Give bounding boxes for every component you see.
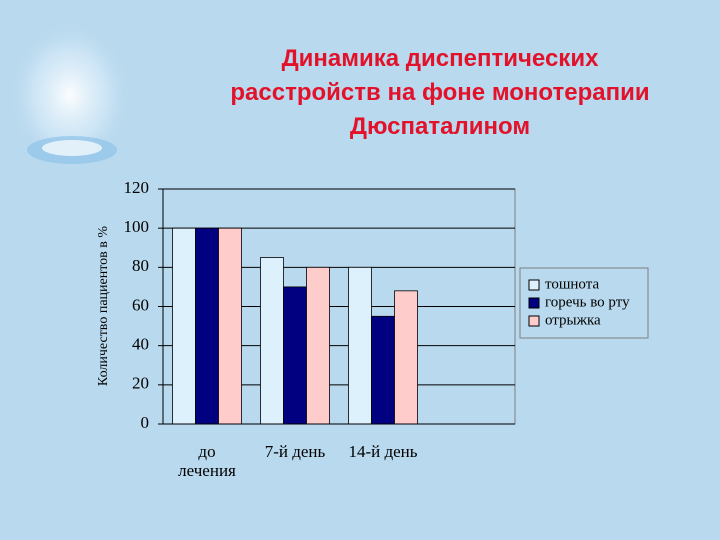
legend-label: горечь во рту	[545, 294, 630, 310]
legend-swatch	[528, 279, 540, 291]
y-tick-label: 80	[132, 256, 149, 275]
x-tick-label: 14-й день	[348, 442, 418, 461]
bar	[306, 266, 330, 425]
title: Динамика диспептических расстройств на ф…	[230, 45, 650, 140]
legend-swatch	[528, 315, 540, 327]
decoration	[8, 20, 132, 170]
y-tick-label: 100	[124, 217, 150, 236]
y-tick-label: 120	[124, 178, 150, 197]
bar	[283, 286, 307, 425]
legend-label: тошнота	[545, 276, 599, 292]
legend-label: отрыжка	[545, 312, 601, 328]
y-tick-label: 20	[132, 374, 149, 393]
bar	[260, 257, 284, 425]
bar	[172, 227, 196, 425]
y-tick-label: 40	[132, 335, 149, 354]
y-axis-label: Количество пациентов в %	[96, 226, 111, 386]
bar	[394, 290, 418, 425]
y-tick-label: 0	[141, 413, 150, 432]
legend-swatch	[528, 297, 540, 309]
bar	[218, 227, 242, 425]
legend: тошнота горечь во рту отрыжка	[519, 267, 649, 339]
bar	[371, 315, 395, 425]
x-tick-label: 7-й день	[264, 442, 326, 461]
bar	[348, 266, 372, 425]
x-tick-label: до лечения	[178, 442, 236, 480]
bar	[195, 227, 219, 425]
y-tick-label: 60	[132, 295, 149, 314]
legend-box	[519, 267, 649, 339]
